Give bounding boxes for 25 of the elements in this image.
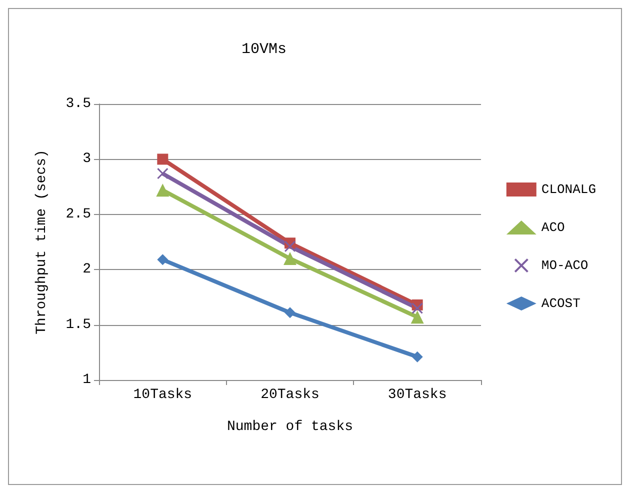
x-tick-label: 10Tasks [133, 387, 192, 403]
point [284, 307, 296, 318]
x-tick-label: 20Tasks [260, 387, 320, 403]
point [157, 154, 168, 165]
point [284, 252, 296, 266]
point [284, 240, 296, 252]
legend-label: ACO [541, 220, 565, 235]
point [412, 302, 423, 314]
y-tick-label: 3.5 [66, 96, 91, 112]
point [410, 310, 424, 324]
y-tick-label: 2.5 [66, 206, 91, 222]
legend-label: CLONALG [541, 182, 596, 197]
point [412, 351, 423, 362]
y-tick-label: 1 [82, 372, 91, 388]
point [156, 184, 170, 197]
legend-label: MO-ACO [541, 258, 588, 273]
y-tick-label: 2 [82, 262, 91, 278]
chart-title: 10VMs [241, 41, 287, 58]
x-tick-label: 30Tasks [388, 387, 447, 403]
x-axis-title: Number of tasks [226, 419, 354, 435]
legend-label: ACOST [541, 296, 581, 311]
y-tick-label: 3 [82, 151, 91, 168]
y-tick-label: 1.5 [66, 316, 91, 333]
point [157, 254, 168, 266]
y-axis-title: Throughput time (secs) [34, 150, 50, 334]
